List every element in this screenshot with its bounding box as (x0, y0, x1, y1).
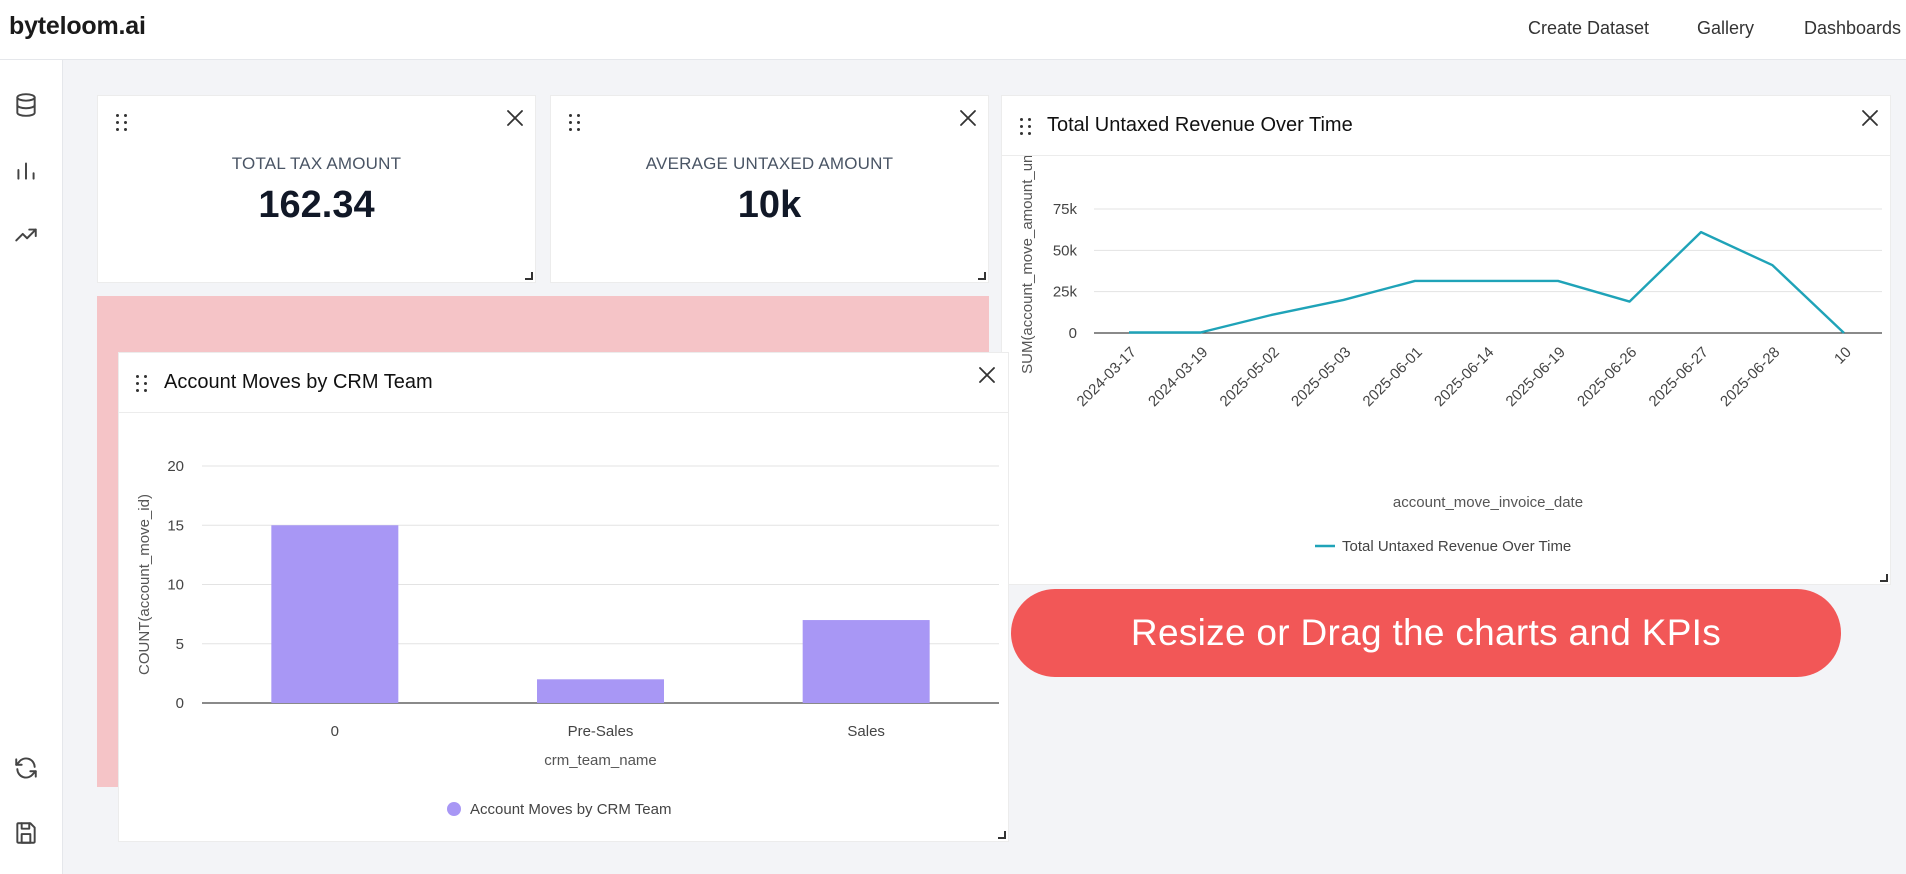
trending-up-icon[interactable] (11, 220, 41, 250)
y-tick-label: 10 (167, 577, 184, 594)
y-tick-label: 15 (167, 517, 184, 534)
close-icon[interactable] (1859, 107, 1881, 129)
legend-swatch (447, 802, 461, 816)
nav-gallery[interactable]: Gallery (1697, 18, 1755, 38)
bar (271, 525, 399, 703)
kpi-label: TOTAL TAX AMOUNT (231, 154, 402, 173)
x-tick-label: Pre-Sales (568, 723, 634, 740)
line-chart-card[interactable]: Total Untaxed Revenue Over Time 0 25k 50k 7… (1001, 95, 1891, 585)
x-tick-label: 2024-03-17 (1074, 344, 1140, 410)
y-tick-label: 50k (1053, 242, 1078, 259)
divider (119, 412, 1008, 413)
resize-handle-icon[interactable] (1880, 574, 1888, 582)
resize-handle-icon[interactable] (978, 272, 986, 280)
kpi-value: 162.34 (258, 184, 375, 226)
kpi-label: AVERAGE UNTAXED AMOUNT (645, 154, 894, 173)
x-tick-label: 10 (1831, 344, 1855, 368)
legend-label: Account Moves by CRM Team (470, 801, 671, 818)
nav-dashboards[interactable]: Dashboards (1804, 18, 1902, 38)
y-tick-label: 20 (167, 458, 184, 475)
x-tick-label: Sales (847, 723, 885, 740)
x-tick-label: 0 (331, 723, 339, 740)
sidebar (0, 60, 63, 874)
save-icon[interactable] (11, 818, 41, 848)
divider (1002, 155, 1890, 156)
resize-handle-icon[interactable] (525, 272, 533, 280)
x-tick-label: 2025-05-02 (1217, 344, 1283, 410)
bar (802, 620, 930, 703)
x-axis-label: crm_team_name (544, 752, 657, 769)
x-axis-label: account_move_invoice_date (1393, 494, 1583, 511)
x-tick-label: 2025-06-26 (1574, 344, 1640, 410)
kpi-card-average-untaxed[interactable]: AVERAGE UNTAXED AMOUNT 10k (550, 95, 989, 283)
x-tick-label: 2025-06-01 (1360, 344, 1426, 410)
bar (537, 679, 664, 703)
brand-logo[interactable]: byteloom.ai (9, 12, 146, 40)
drag-handle-icon[interactable] (1020, 118, 1034, 136)
line-chart: 0 25k 50k 75k 2024-03-17 2024-03-19 2025-05-02… (1019, 156, 1882, 555)
refresh-icon[interactable] (11, 753, 41, 783)
drag-handle-icon[interactable] (136, 375, 150, 393)
chart-title: Account Moves by CRM Team (164, 371, 433, 393)
close-icon[interactable] (957, 107, 979, 129)
drag-handle-icon[interactable] (569, 114, 583, 132)
series-line (1129, 230, 1845, 334)
bar-chart-icon[interactable] (11, 155, 41, 185)
top-bar: byteloom.ai Create Dataset Gallery Dashb… (0, 0, 1906, 60)
kpi-card-total-tax[interactable]: TOTAL TAX AMOUNT 162.34 (97, 95, 536, 283)
resize-handle-icon[interactable] (998, 831, 1006, 839)
bar-chart-card[interactable]: Account Moves by CRM Team 0 5 10 15 20 0 Pre-S… (118, 352, 1009, 842)
cta-banner[interactable]: Resize or Drag the charts and KPIs (1011, 589, 1841, 677)
y-axis-label: COUNT(account_move_id) (136, 494, 153, 675)
drag-handle-icon[interactable] (116, 114, 130, 132)
nav-create-dataset[interactable]: Create Dataset (1528, 18, 1650, 38)
y-tick-label: 5 (176, 636, 184, 653)
bar-chart: 0 5 10 15 20 0 Pre-Sales Sales crm_team_name COUN… (136, 458, 999, 818)
chart-title: Total Untaxed Revenue Over Time (1047, 114, 1353, 136)
kpi-value: 10k (737, 184, 802, 226)
y-tick-label: 0 (176, 695, 184, 712)
x-tick-label: 2025-06-19 (1503, 344, 1569, 410)
x-tick-label: 2024-03-19 (1145, 344, 1211, 410)
y-tick-label: 75k (1053, 201, 1078, 218)
y-tick-label: 0 (1069, 325, 1077, 342)
legend-label: Total Untaxed Revenue Over Time (1342, 538, 1571, 555)
y-tick-label: 25k (1053, 284, 1078, 301)
y-axis-label: SUM(account_move_amount_unta (1019, 156, 1036, 374)
x-tick-label: 2025-06-28 (1717, 344, 1783, 410)
x-tick-label: 2025-05-03 (1288, 344, 1354, 410)
database-icon[interactable] (11, 90, 41, 120)
close-icon[interactable] (504, 107, 526, 129)
x-tick-label: 2025-06-14 (1431, 344, 1497, 410)
close-icon[interactable] (976, 364, 998, 386)
x-tick-label: 2025-06-27 (1646, 344, 1712, 410)
